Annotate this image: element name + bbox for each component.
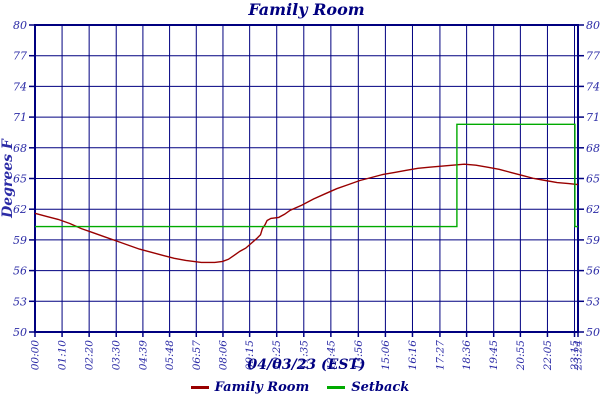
x-tick-label: 18:36	[461, 340, 473, 371]
y-tick-label-left: 56	[13, 265, 27, 278]
x-tick-label: 13:56	[353, 340, 365, 371]
legend-item-family-room: Family Room	[190, 380, 310, 395]
x-axis-date-label: 04/03/23 (EST)	[247, 357, 366, 373]
legend-label: Setback	[351, 380, 410, 395]
x-tick-label: 11:35	[298, 340, 310, 371]
chart-legend: Family Room Setback	[0, 380, 600, 395]
x-tick-label: 08:06	[217, 340, 229, 371]
y-tick-label-right: 59	[586, 234, 600, 247]
x-tick-label: 20:55	[515, 340, 527, 372]
y-tick-label-left: 80	[13, 19, 27, 32]
y-tick-label-left: 77	[13, 50, 27, 63]
y-tick-label-left: 50	[13, 326, 27, 339]
legend-item-setback: Setback	[327, 380, 409, 395]
x-tick-label: 15:06	[380, 340, 392, 371]
x-tick-label: 17:27	[434, 340, 446, 371]
x-tick-label: 03:30	[111, 340, 123, 371]
y-axis-title: Degrees F	[0, 138, 16, 219]
x-tick-label: 01:10	[57, 340, 69, 371]
x-tick-label: 06:57	[191, 340, 203, 371]
y-tick-label-left: 62	[13, 203, 27, 216]
y-tick-label-left: 59	[13, 234, 27, 247]
y-tick-label-right: 65	[586, 173, 600, 186]
x-tick-label: 19:45	[488, 340, 500, 371]
series-line-setback	[35, 123, 578, 228]
x-tick-label: 05:48	[164, 340, 176, 371]
legend-label: Family Room	[214, 380, 310, 395]
y-tick-label-left: 68	[13, 142, 27, 155]
legend-swatch-family-room	[190, 386, 209, 389]
y-tick-label-right: 74	[586, 80, 600, 93]
y-tick-label-right: 53	[586, 295, 600, 308]
y-tick-label-right: 80	[586, 19, 600, 32]
x-tick-label: 04:39	[137, 340, 149, 371]
x-tick-label: 23:15	[569, 340, 581, 372]
x-tick-label: 23:24	[573, 340, 585, 371]
series-line-family-room	[34, 163, 579, 264]
legend-swatch-setback	[327, 386, 346, 389]
x-tick-label: 09:15	[244, 340, 256, 371]
y-tick-label-right: 62	[586, 203, 600, 216]
x-tick-label: 00:00	[30, 340, 42, 371]
x-tick-label: 12:45	[325, 340, 337, 371]
y-tick-label-right: 56	[586, 265, 600, 278]
y-tick-label-right: 50	[586, 326, 600, 339]
y-tick-label-left: 71	[13, 111, 27, 124]
y-tick-label-left: 53	[13, 295, 27, 308]
y-tick-label-right: 77	[586, 50, 600, 63]
y-tick-label-right: 68	[586, 142, 600, 155]
y-tick-label-left: 65	[13, 173, 27, 186]
x-tick-label: 22:05	[542, 340, 554, 372]
x-tick-label: 16:16	[407, 340, 419, 371]
y-tick-label-left: 74	[13, 80, 27, 93]
x-tick-label: 02:20	[84, 340, 96, 371]
x-tick-label: 10:25	[271, 340, 283, 371]
plot-frame	[34, 24, 579, 333]
chart-title: Family Room	[248, 0, 365, 19]
y-tick-label-right: 71	[586, 111, 600, 124]
